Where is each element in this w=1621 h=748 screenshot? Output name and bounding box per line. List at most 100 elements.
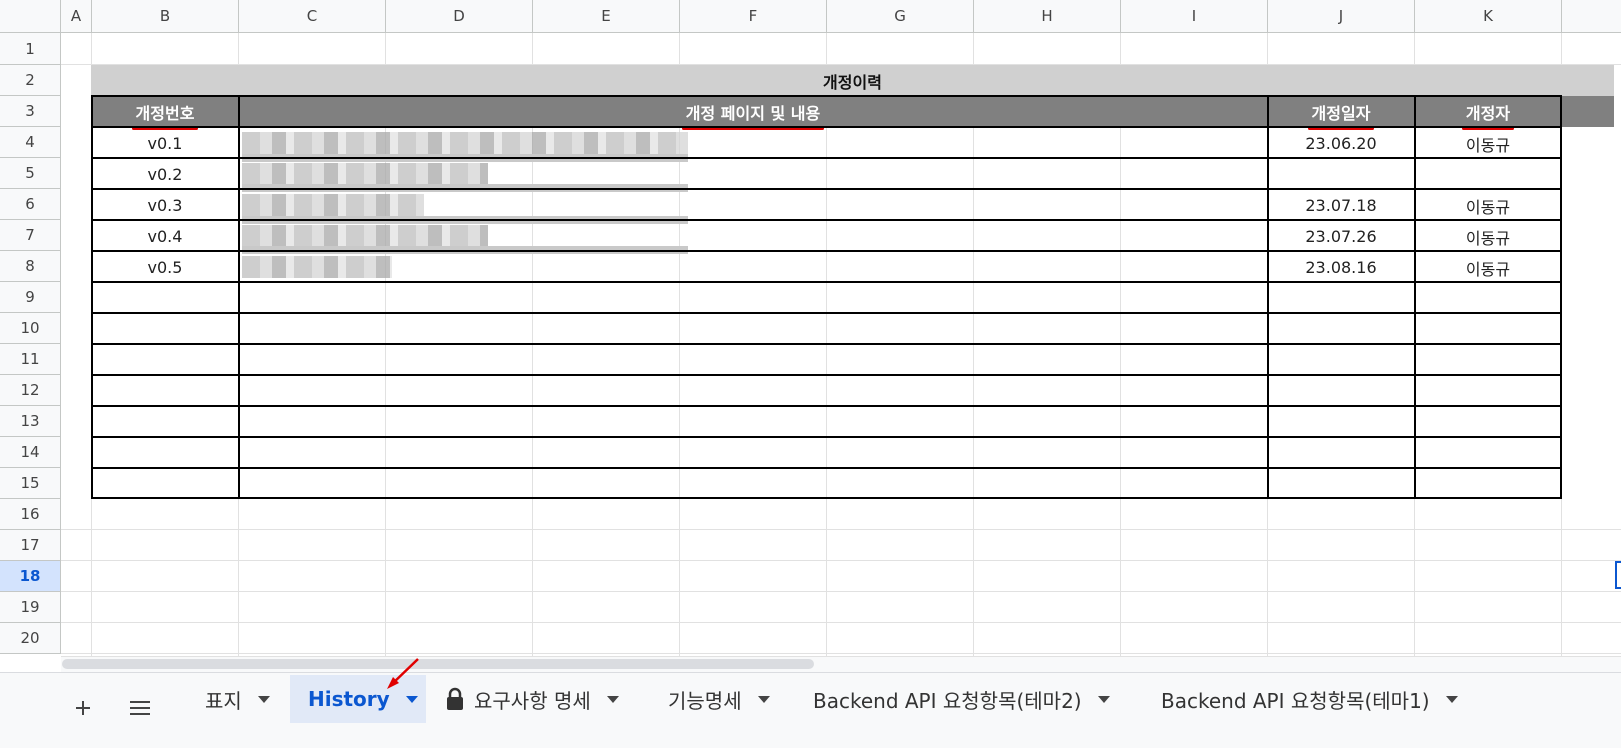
cell-version[interactable]: v0.5 [147, 258, 183, 277]
column-header-c[interactable]: C [239, 0, 386, 33]
table-border [91, 281, 1562, 283]
grid-line [385, 33, 386, 672]
row-header-13[interactable]: 13 [0, 406, 61, 437]
row-header-2[interactable]: 2 [0, 65, 61, 96]
sheet-tab-label: 표지 [205, 688, 242, 713]
header-version[interactable]: 개정번호 [92, 96, 238, 130]
table-border [91, 188, 1562, 190]
column-header-a[interactable]: A [61, 0, 92, 33]
table-title[interactable]: 개정이력 [91, 65, 1614, 96]
caret-down-icon[interactable] [1445, 695, 1458, 703]
column-header-l[interactable] [1562, 0, 1621, 33]
column-header-i[interactable]: I [1121, 0, 1268, 33]
sheet-tab-feature-spec[interactable]: 기능명세 [650, 675, 795, 723]
cell-date[interactable]: 23.08.16 [1305, 258, 1377, 277]
cell-author[interactable]: 이동규 [1465, 135, 1511, 155]
row-header-9[interactable]: 9 [0, 282, 61, 313]
column-header-d[interactable]: D [386, 0, 533, 33]
grid-line [532, 33, 533, 672]
cell-date[interactable]: 23.07.18 [1305, 196, 1377, 215]
cell-date[interactable]: 23.07.26 [1305, 227, 1377, 246]
header-date-label: 개정일자 [1307, 100, 1375, 130]
column-header-k[interactable]: K [1415, 0, 1562, 33]
grid-line [61, 560, 1621, 561]
lock-icon [446, 687, 464, 711]
cell-date[interactable]: 23.06.20 [1305, 134, 1377, 153]
table-border [91, 467, 1562, 469]
all-sheets-button[interactable] [120, 688, 160, 728]
row-header-14[interactable]: 14 [0, 437, 61, 468]
table-border [91, 312, 1562, 314]
table-border [91, 219, 1562, 221]
redacted-content [242, 194, 424, 216]
table-border [238, 95, 240, 499]
menu-icon [130, 701, 150, 715]
sheet-tab-cover[interactable]: 표지 [187, 675, 290, 723]
row-header-12[interactable]: 12 [0, 375, 61, 406]
column-header-g[interactable]: G [827, 0, 974, 33]
column-header-e[interactable]: E [533, 0, 680, 33]
header-author-label: 개정자 [1461, 100, 1515, 130]
row-header-16[interactable]: 16 [0, 499, 61, 530]
cell-author[interactable]: 이동규 [1465, 228, 1511, 248]
table-border [1560, 95, 1562, 499]
sheet-tab-history[interactable]: History [290, 675, 426, 723]
row-header-10[interactable]: 10 [0, 313, 61, 344]
cell-version[interactable]: v0.2 [147, 165, 183, 184]
cell-version[interactable]: v0.3 [147, 196, 183, 215]
cell-author[interactable] [1415, 159, 1561, 190]
row-header-15[interactable]: 15 [0, 468, 61, 499]
row-header-18[interactable]: 18 [0, 561, 61, 592]
cell-author[interactable]: 이동규 [1465, 259, 1511, 279]
cell-version[interactable]: v0.4 [147, 227, 183, 246]
sheet-tab-backend-api-theme1[interactable]: Backend API 요청항목(테마1) [1143, 675, 1483, 723]
grid-line [61, 653, 1621, 654]
header-version-label: 개정번호 [131, 100, 199, 130]
sheet-tab-label: Backend API 요청항목(테마2) [813, 688, 1082, 713]
grid-line [61, 529, 1621, 530]
row-header-8[interactable]: 8 [0, 251, 61, 282]
select-all-corner[interactable] [0, 0, 61, 33]
redacted-content [242, 132, 688, 154]
row-header-17[interactable]: 17 [0, 530, 61, 561]
table-header-row [91, 96, 1614, 127]
cell-date[interactable] [1268, 159, 1414, 190]
caret-down-icon[interactable] [405, 695, 418, 703]
redacted-content [242, 163, 488, 185]
caret-down-icon[interactable] [757, 695, 770, 703]
row-header-1[interactable]: 1 [0, 33, 61, 65]
row-header-19[interactable]: 19 [0, 592, 61, 623]
table-border [91, 250, 1562, 252]
caret-down-icon[interactable] [257, 695, 270, 703]
spreadsheet-grid[interactable]: A B C D E F G H I J K 1 2 3 4 5 6 7 8 9 … [0, 0, 1621, 672]
sheet-tab-backend-api-theme2[interactable]: Backend API 요청항목(테마2) [795, 675, 1143, 723]
add-sheet-button[interactable] [63, 688, 103, 728]
row-header-4[interactable]: 4 [0, 127, 61, 158]
header-content[interactable]: 개정 페이지 및 내용 [239, 96, 1267, 130]
redacted-content [242, 225, 488, 247]
row-header-6[interactable]: 6 [0, 189, 61, 220]
caret-down-icon[interactable] [606, 695, 619, 703]
header-date[interactable]: 개정일자 [1268, 96, 1414, 130]
header-author[interactable]: 개정자 [1415, 96, 1561, 130]
row-header-20[interactable]: 20 [0, 623, 61, 654]
cell-version[interactable]: v0.1 [147, 134, 183, 153]
table-border [91, 405, 1562, 407]
header-content-label: 개정 페이지 및 내용 [681, 100, 825, 130]
row-header-3[interactable]: 3 [0, 96, 61, 127]
caret-down-icon[interactable] [1097, 695, 1110, 703]
row-header-11[interactable]: 11 [0, 344, 61, 375]
column-header-f[interactable]: F [680, 0, 827, 33]
sheet-tab-label: 기능명세 [668, 688, 742, 713]
selected-cell-indicator [1615, 561, 1621, 589]
column-header-h[interactable]: H [974, 0, 1121, 33]
row-header-7[interactable]: 7 [0, 220, 61, 251]
cell-author[interactable]: 이동규 [1465, 197, 1511, 217]
column-header-j[interactable]: J [1268, 0, 1415, 33]
row-header-5[interactable]: 5 [0, 158, 61, 189]
column-header-b[interactable]: B [92, 0, 239, 33]
grid-line [61, 64, 1621, 65]
sheet-tab-requirements[interactable]: 요구사항 명세 [428, 675, 648, 723]
horizontal-scrollbar-thumb[interactable] [62, 659, 814, 669]
table-border [91, 374, 1562, 376]
